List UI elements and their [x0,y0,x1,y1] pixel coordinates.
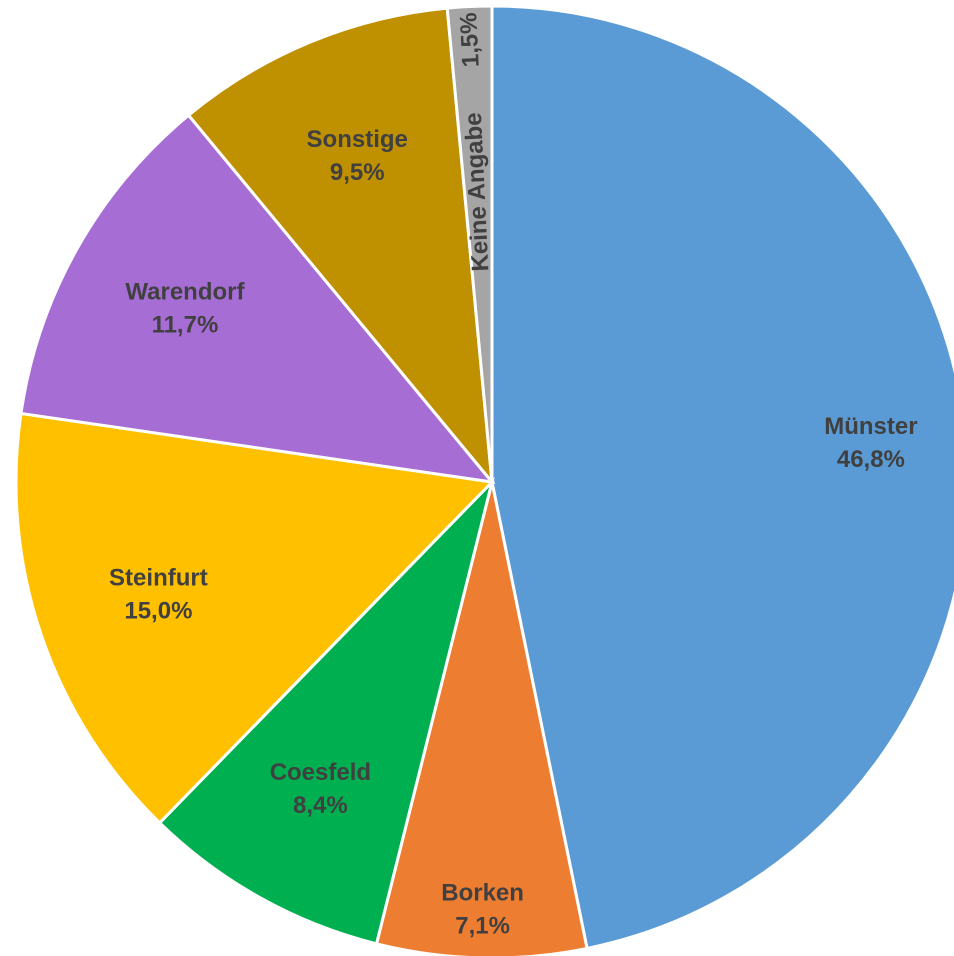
slice-label: Steinfurt [109,564,208,591]
slice-value-label: 9,5% [330,159,385,186]
slice-value-label: 7,1% [455,913,510,940]
pie-slice [490,4,954,951]
slice-label: Warendorf [125,279,245,306]
pie-slice [445,4,494,483]
pie-slice [374,481,589,956]
pie-slice [14,411,496,825]
pie-slice [157,476,495,946]
slice-label: Borken [441,880,524,907]
slice-value-label: 11,7% [152,312,219,339]
slice-label: Coesfeld [270,759,371,786]
slice-label: Sonstige [307,126,408,153]
slice-label: Münster [824,413,917,440]
slice-value-label: 8,4% [293,792,348,819]
slice-value-label: 15,0% [124,597,192,624]
slice-value-label: 46,8% [837,446,905,473]
slice-value-label: 1,5% [455,12,485,68]
pie-slice [19,113,496,485]
pie-slice [186,6,494,487]
